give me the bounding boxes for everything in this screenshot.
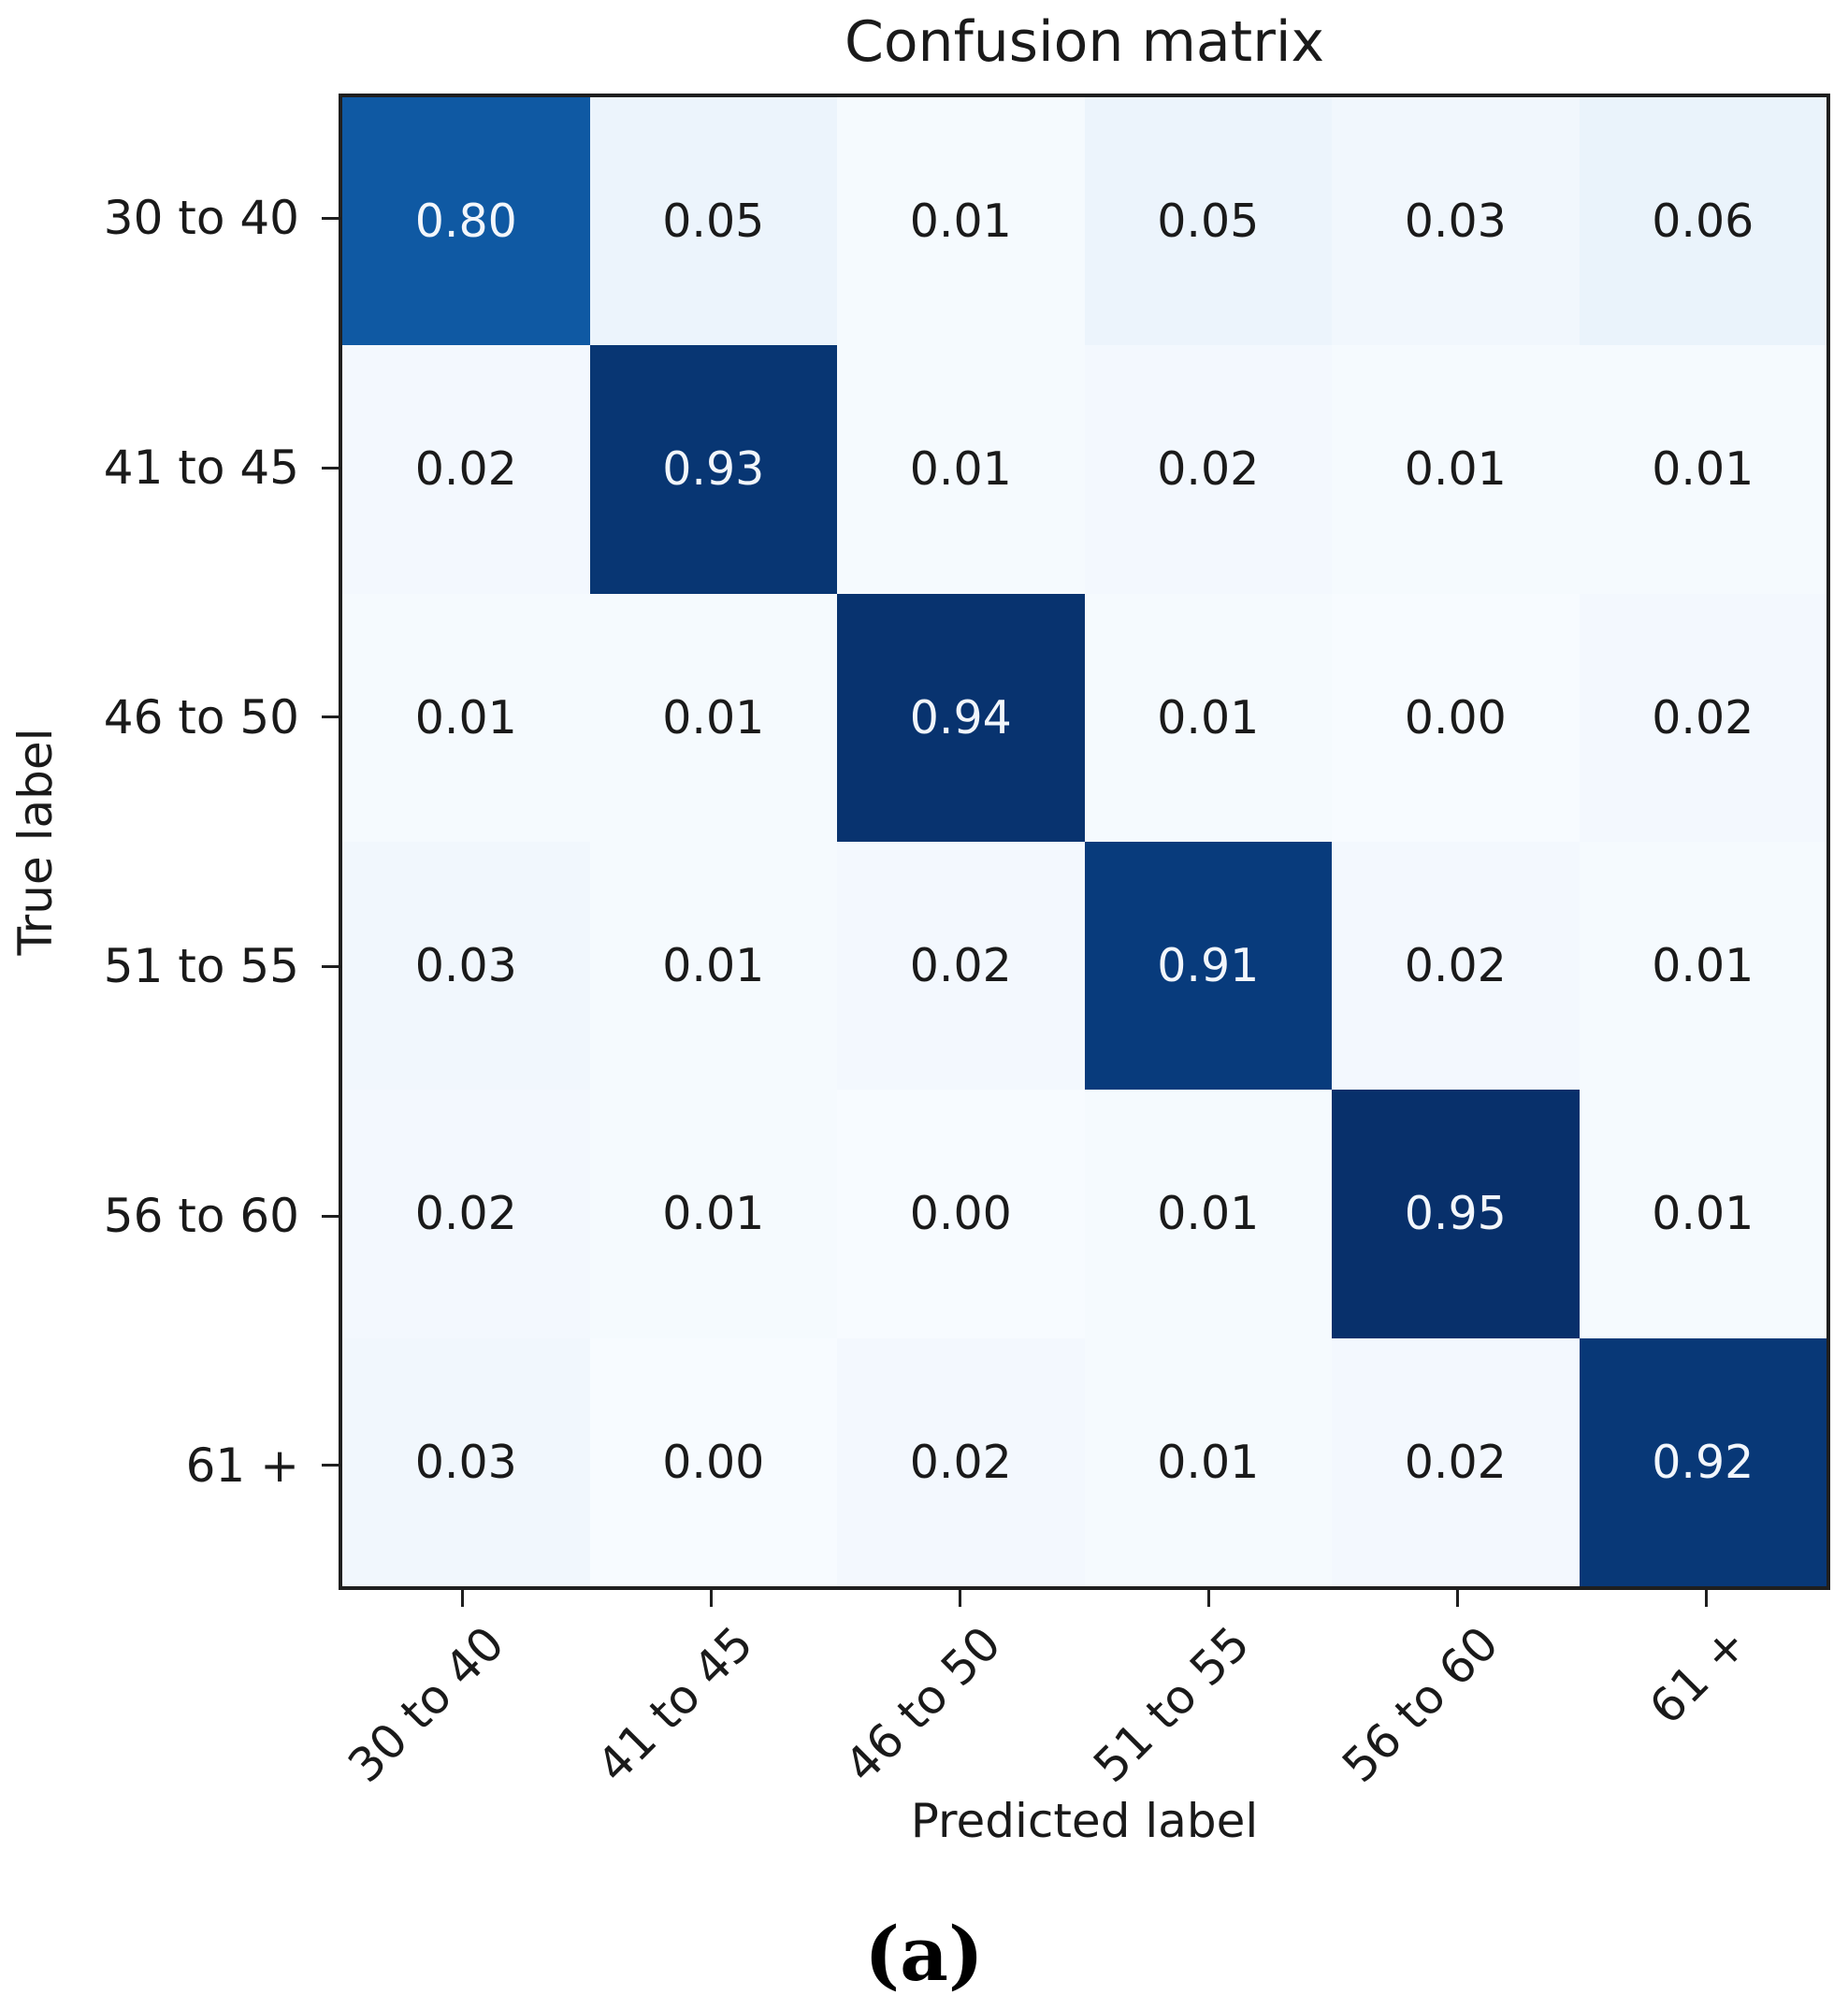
heatmap-cell: 0.80	[342, 97, 590, 346]
heatmap-grid: 0.80 0.05 0.01 0.05 0.03 0.06 0.02 0.93 0.01 0.02…	[339, 94, 1830, 1590]
y-tick-label: 51 to 55	[103, 939, 299, 994]
y-tick-label: 56 to 60	[103, 1189, 299, 1243]
heatmap-cell: 0.02	[837, 842, 1085, 1091]
heatmap-cell: 0.01	[1084, 1337, 1332, 1586]
heatmap-cell: 0.01	[1084, 593, 1332, 842]
heatmap-cell: 0.06	[1579, 97, 1826, 346]
x-tick-mark	[1455, 1590, 1459, 1607]
heatmap-cell: 0.94	[837, 593, 1085, 842]
heatmap-cell: 0.00	[837, 1090, 1085, 1338]
heatmap-cell: 0.01	[1579, 842, 1826, 1091]
heatmap-cell: 0.01	[589, 842, 837, 1091]
heatmap-cell: 0.00	[1332, 593, 1580, 842]
heatmap-cell: 0.03	[342, 842, 590, 1091]
x-tick-label-text: 51 to 55	[1083, 1616, 1261, 1793]
heatmap-cell: 0.01	[1084, 1090, 1332, 1338]
y-tick-mark	[322, 1464, 339, 1467]
x-tick-label-text: 30 to 40	[337, 1616, 514, 1793]
heatmap-cell: 0.02	[1084, 345, 1332, 594]
heatmap-cell: 0.01	[837, 97, 1085, 346]
y-tick-mark	[322, 715, 339, 719]
x-tick-label-text: 46 to 50	[834, 1616, 1012, 1793]
x-tick-mark	[1704, 1590, 1708, 1607]
heatmap-cell: 0.03	[1332, 97, 1580, 346]
x-tick-mark	[461, 1590, 465, 1607]
y-tick-label: 46 to 50	[103, 689, 299, 744]
x-axis-label: Predicted label	[910, 1794, 1259, 1848]
x-tick-label-text: 61 +	[1639, 1616, 1758, 1735]
heatmap-cell: 0.95	[1332, 1090, 1580, 1338]
heatmap-cell: 0.01	[589, 1090, 837, 1338]
y-tick-mark	[322, 964, 339, 968]
heatmap-cell: 0.01	[1579, 1090, 1826, 1338]
heatmap-cell: 0.00	[589, 1337, 837, 1586]
heatmap-cell: 0.01	[837, 345, 1085, 594]
heatmap-cell: 0.02	[1579, 593, 1826, 842]
heatmap-cell: 0.92	[1579, 1337, 1826, 1586]
x-tick-mark	[1206, 1590, 1210, 1607]
heatmap-cell: 0.93	[589, 345, 837, 594]
heatmap-cell: 0.02	[1332, 1337, 1580, 1586]
heatmap-cell: 0.01	[589, 593, 837, 842]
heatmap-cell: 0.03	[342, 1337, 590, 1586]
heatmap-cell: 0.02	[1332, 842, 1580, 1091]
heatmap-cell: 0.05	[1084, 97, 1332, 346]
y-axis-label: True label	[8, 728, 63, 956]
heatmap-cell: 0.01	[1332, 345, 1580, 594]
subfigure-caption: (a)	[864, 1910, 984, 1998]
y-tick-mark	[322, 466, 339, 470]
heatmap-cell: 0.02	[342, 345, 590, 594]
heatmap-cell: 0.02	[342, 1090, 590, 1338]
heatmap-cell: 0.02	[837, 1337, 1085, 1586]
heatmap-cell: 0.01	[342, 593, 590, 842]
x-tick-mark	[710, 1590, 714, 1607]
heatmap-cell: 0.91	[1084, 842, 1332, 1091]
x-tick-label-text: 41 to 45	[585, 1616, 763, 1793]
y-tick-mark	[322, 216, 339, 220]
y-tick-label: 61 +	[185, 1438, 299, 1493]
heatmap-cell: 0.01	[1579, 345, 1826, 594]
y-tick-mark	[322, 1214, 339, 1218]
y-tick-label: 41 to 45	[103, 441, 299, 495]
heatmap-cell: 0.05	[589, 97, 837, 346]
chart-title: Confusion matrix	[844, 9, 1325, 75]
y-tick-label: 30 to 40	[103, 191, 299, 246]
x-tick-label-text: 56 to 60	[1332, 1616, 1509, 1793]
x-tick-mark	[959, 1590, 962, 1607]
